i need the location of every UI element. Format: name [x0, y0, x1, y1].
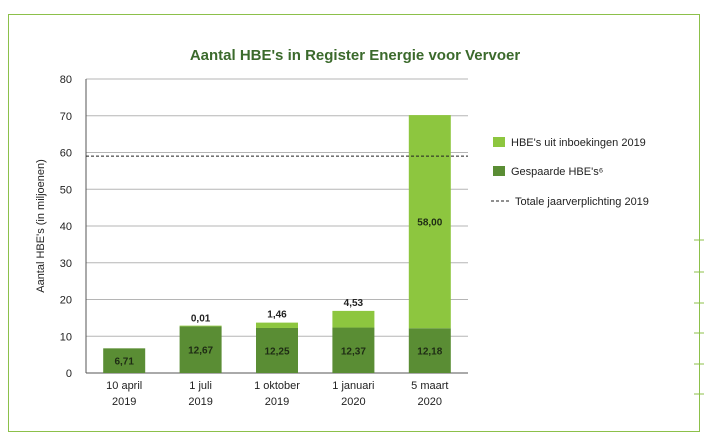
y-tick-label: 80: [60, 74, 72, 86]
bar-inboekingen: [332, 310, 375, 328]
x-tick-label: 1 januari: [332, 380, 374, 392]
y-axis-label: Aantal HBE's (in miljoenen): [35, 159, 47, 293]
legend-swatch: [493, 166, 505, 176]
chart-frame: [8, 14, 700, 432]
x-tick-label: 10 april: [106, 380, 142, 392]
x-tick-label: 2019: [265, 396, 289, 408]
legend-label: HBE's uit inboekingen 2019: [511, 137, 646, 149]
x-tick-label: 2020: [418, 396, 442, 408]
x-tick-label: 2019: [188, 396, 212, 408]
x-tick-label: 1 oktober: [254, 380, 300, 392]
legend-label: Totale jaarverplichting 2019: [515, 196, 649, 208]
y-tick-label: 40: [60, 221, 72, 233]
y-tick-label: 60: [60, 148, 72, 160]
bar-saved: [256, 327, 298, 373]
data-label-saved: 12,25: [264, 346, 289, 357]
x-tick-label: 2020: [341, 396, 365, 408]
bar-inboekingen: [256, 322, 298, 328]
legend-swatch: [493, 137, 505, 147]
y-tick-label: 50: [60, 184, 72, 196]
y-tick-label: 0: [66, 368, 72, 380]
y-gridlines: [86, 78, 468, 337]
bar-inboekingen: [179, 325, 222, 327]
data-label-inboekingen: 0,01: [191, 313, 211, 324]
bar-saved: [103, 348, 146, 373]
legend-label: Gespaarde HBE's⁶: [511, 166, 603, 178]
bars: [103, 115, 451, 373]
data-label-saved: 12,18: [417, 347, 442, 358]
data-labels: 6,71 12,67 0,01 12,25 1,46 12,37 4,53 12,18 58,0…: [114, 218, 442, 368]
bar-saved: [179, 326, 222, 373]
y-tick-label: 20: [60, 295, 72, 307]
right-edge-decor: [694, 239, 704, 395]
data-label-saved: 12,37: [341, 346, 366, 357]
data-label-inboekingen: 1,46: [267, 310, 287, 321]
y-tick-label: 10: [60, 331, 72, 343]
chart-title: Aantal HBE's in Register Energie voor Ve…: [190, 47, 521, 64]
data-label-saved: 12,67: [188, 346, 213, 357]
y-tick-label: 30: [60, 258, 72, 270]
y-tick-label: 70: [60, 111, 72, 123]
x-tick-label: 1 juli: [189, 380, 212, 392]
bar-saved: [408, 328, 451, 373]
data-label-inboekingen: 58,00: [417, 218, 442, 229]
data-label-saved: 6,71: [114, 357, 134, 368]
x-tick-label: 5 maart: [411, 380, 448, 392]
bar-saved: [332, 327, 375, 373]
data-label-inboekingen: 4,53: [344, 298, 364, 309]
bar-inboekingen: [408, 115, 451, 329]
x-tick-label: 2019: [112, 396, 136, 408]
legend: HBE's uit inboekingen 2019 Gespaarde HBE'…: [491, 137, 649, 208]
